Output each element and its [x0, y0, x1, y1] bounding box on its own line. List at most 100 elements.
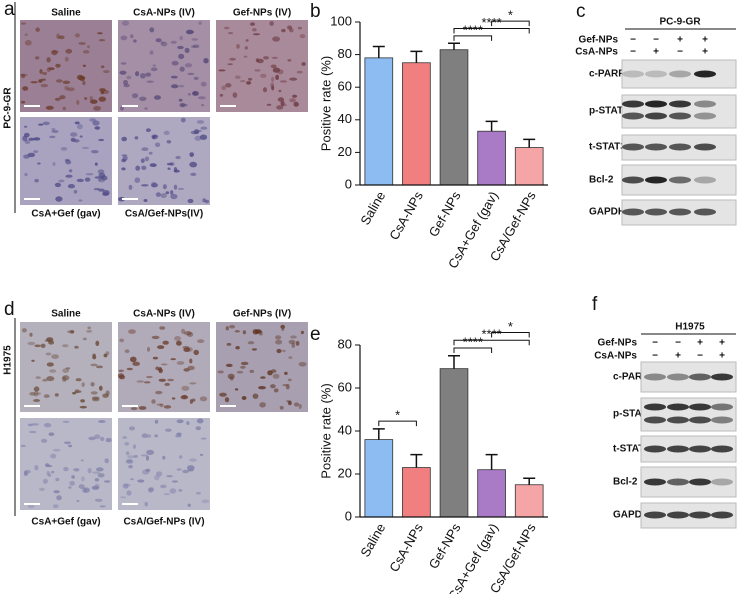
- nucleus: [270, 64, 277, 69]
- micrograph: [20, 418, 112, 510]
- nucleus: [37, 162, 41, 165]
- nucleus: [180, 117, 186, 123]
- panel-letter: c: [576, 1, 586, 22]
- nucleus: [166, 140, 172, 144]
- nucleus: [146, 80, 154, 83]
- sign: −: [675, 338, 681, 349]
- band: [711, 416, 733, 424]
- nucleus: [229, 324, 236, 329]
- nucleus: [102, 192, 109, 197]
- nucleus: [74, 390, 82, 393]
- image-label: CsA/Gef-NPs (IV): [123, 517, 204, 528]
- nucleus: [229, 57, 236, 61]
- nucleus: [63, 466, 69, 472]
- nucleus: [178, 98, 183, 102]
- nucleus: [197, 130, 202, 132]
- nucleus: [34, 178, 39, 183]
- nucleus: [196, 120, 205, 124]
- nucleus: [260, 376, 266, 379]
- protein: GAPDH: [589, 207, 625, 218]
- nucleus: [292, 94, 298, 98]
- y-axis-label: Positive rate (%): [318, 56, 333, 151]
- band: [669, 208, 691, 216]
- nucleus: [54, 393, 59, 397]
- nucleus: [94, 478, 100, 482]
- nucleus: [94, 162, 98, 166]
- nucleus: [167, 378, 175, 382]
- nucleus: [165, 191, 170, 195]
- nucleus: [205, 199, 209, 204]
- nucleus: [162, 340, 169, 345]
- nucleus: [38, 123, 44, 126]
- nucleus: [260, 73, 267, 79]
- nucleus: [240, 365, 246, 369]
- nucleus: [27, 341, 36, 346]
- nucleus: [141, 147, 149, 152]
- nucleus: [74, 345, 79, 349]
- nucleus: [43, 423, 52, 428]
- nucleus: [154, 95, 161, 100]
- nucleus: [30, 81, 38, 84]
- band: [689, 416, 711, 424]
- nucleus: [187, 198, 194, 204]
- y-tick-label: 80: [338, 336, 352, 351]
- nucleus: [223, 26, 230, 30]
- nucleus: [140, 454, 148, 457]
- nucleus: [258, 386, 266, 390]
- nucleus: [99, 505, 106, 508]
- nucleus: [291, 342, 296, 348]
- panel-letter: b: [310, 1, 321, 22]
- nucleus: [158, 378, 166, 382]
- nucleus: [65, 367, 71, 370]
- sign: −: [677, 47, 683, 58]
- nucleus: [229, 376, 234, 381]
- nucleus: [94, 176, 102, 179]
- nucleus: [96, 467, 104, 472]
- sign: +: [653, 47, 659, 58]
- nucleus: [125, 483, 131, 487]
- nucleus: [126, 458, 133, 463]
- image-label: Saline: [51, 309, 81, 320]
- nucleus: [152, 356, 158, 360]
- nucleus: [98, 420, 106, 423]
- nucleus: [187, 469, 194, 472]
- bar: [439, 368, 469, 518]
- nucleus: [295, 340, 300, 346]
- nucleus: [266, 103, 272, 106]
- nucleus: [179, 66, 185, 72]
- nucleus: [33, 391, 39, 397]
- band: [645, 100, 667, 108]
- significance-label: *: [508, 319, 513, 334]
- nucleus: [24, 140, 31, 144]
- nucleus: [130, 407, 138, 411]
- band: [669, 70, 691, 78]
- significance-bracket: [491, 20, 530, 27]
- bar: [402, 62, 431, 186]
- nucleus: [199, 396, 208, 402]
- protein: p-STAT3: [589, 106, 629, 117]
- micrograph: [118, 418, 210, 510]
- nucleus: [225, 83, 232, 88]
- nucleus: [270, 384, 276, 389]
- nucleus: [182, 469, 190, 474]
- nucleus: [121, 167, 126, 171]
- nucleus: [134, 136, 139, 140]
- nucleus: [38, 487, 45, 491]
- nucleus: [163, 493, 171, 496]
- sign: +: [697, 338, 703, 349]
- sign: +: [719, 351, 725, 362]
- significance-bracket: [491, 332, 530, 338]
- cell-line: H1975: [675, 322, 705, 333]
- nucleus: [90, 382, 95, 387]
- nucleus: [135, 71, 140, 77]
- nucleus: [94, 434, 101, 440]
- nucleus: [58, 35, 65, 40]
- band: [711, 373, 733, 381]
- sign: +: [702, 35, 708, 46]
- error-bar: [372, 428, 385, 440]
- nucleus: [51, 127, 56, 131]
- nucleus: [64, 56, 69, 62]
- nucleus: [89, 118, 96, 122]
- nucleus: [290, 335, 297, 339]
- nucleus: [289, 98, 296, 103]
